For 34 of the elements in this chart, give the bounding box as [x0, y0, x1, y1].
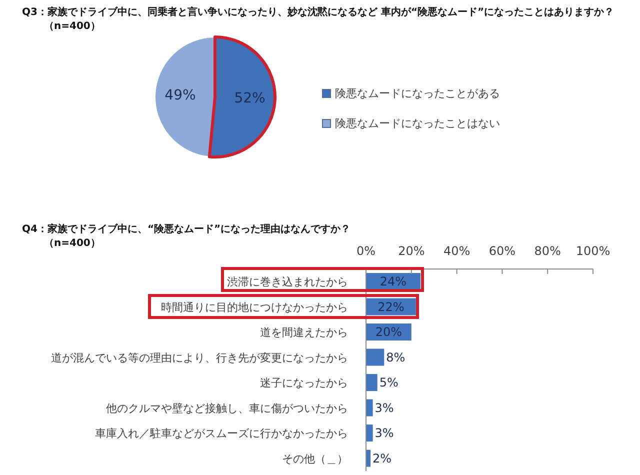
data-label: 22%: [378, 300, 404, 314]
bar: [366, 399, 373, 416]
data-label: 49%: [164, 87, 196, 104]
y-tick-label: その他（＿）: [282, 452, 348, 466]
text: （n=400）: [44, 237, 100, 250]
data-label: 20%: [375, 325, 402, 340]
data-label: 52%: [234, 90, 266, 107]
x-tick-label: 0%: [356, 244, 376, 258]
data-label: 24%: [380, 274, 407, 289]
x-tick-label: 20%: [398, 244, 425, 258]
y-tick-label: 渋滞に巻き込まれたから: [227, 276, 348, 289]
y-tick-label: 道が混んでいる等の理由により、行き先が変更になったから: [51, 351, 348, 364]
data-label: 5%: [379, 376, 398, 390]
text: Q4：家族でドライブ中に、“険悪なムード”になった理由はなんですか？: [22, 222, 351, 236]
x-tick-label: 80%: [534, 244, 561, 258]
data-label: 8%: [386, 350, 406, 364]
data-label: 3%: [374, 426, 394, 440]
y-tick-label: 迷子になったから: [260, 376, 348, 390]
chart-title: Q3：家族でドライブ中に、同乗者と言い争いになったり、妙な沈黙になるなど 車内が“険悪なムード”になったことはありますか？: [22, 5, 614, 19]
y-tick-label: 時間通りに目的地につけなかったから: [161, 300, 348, 314]
y-tick-label: 車庫入れ／駐車などがスムーズに行かなかったから: [95, 427, 348, 440]
x-tick-label: 100%: [576, 244, 610, 258]
x-tick-label: 40%: [443, 244, 470, 258]
data-label: 3%: [374, 400, 394, 415]
bar: [366, 374, 378, 392]
legend-label: 険悪なムードになったことがある: [335, 86, 500, 100]
y-tick-label: 他のクルマや壁など接触し、車に傷がついたから: [106, 402, 348, 415]
bar: [366, 424, 373, 442]
y-tick-label: 道を間違えたから: [260, 326, 348, 340]
text: （n=400）: [44, 20, 100, 33]
bar: [366, 348, 384, 366]
x-tick-label: 60%: [488, 244, 516, 258]
data-label: 2%: [372, 451, 392, 466]
legend-label: 険悪なムードになったことはない: [335, 116, 500, 130]
